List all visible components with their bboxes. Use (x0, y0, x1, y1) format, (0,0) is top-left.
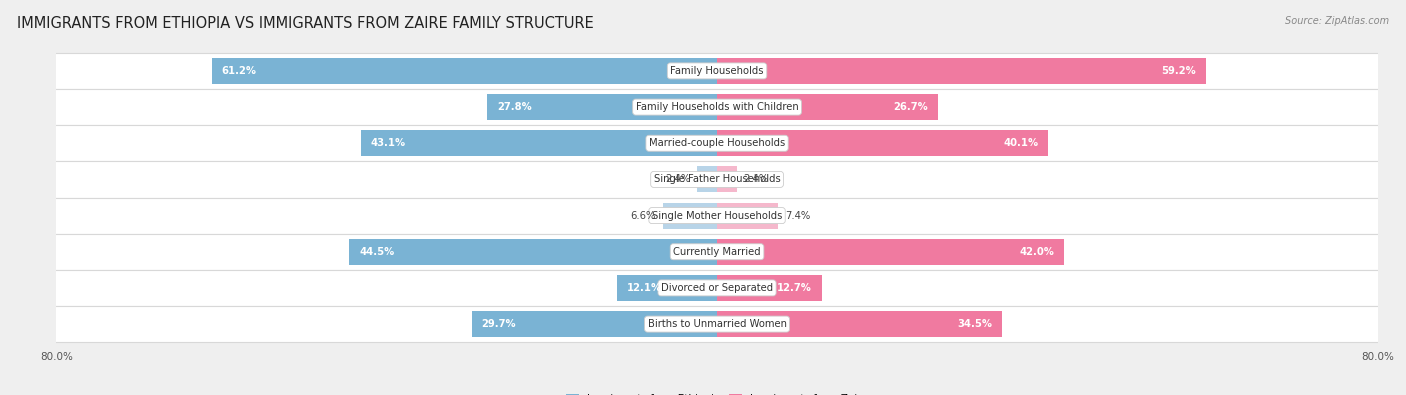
Text: 29.7%: 29.7% (482, 319, 516, 329)
Bar (717, 94, 938, 120)
Text: 42.0%: 42.0% (1019, 247, 1054, 257)
Bar (617, 275, 717, 301)
FancyBboxPatch shape (39, 89, 1395, 125)
Text: Family Households: Family Households (671, 66, 763, 76)
Text: IMMIGRANTS FROM ETHIOPIA VS IMMIGRANTS FROM ZAIRE FAMILY STRUCTURE: IMMIGRANTS FROM ETHIOPIA VS IMMIGRANTS F… (17, 16, 593, 31)
Bar (717, 58, 1206, 84)
Bar (717, 239, 1064, 265)
Bar (488, 94, 717, 120)
FancyBboxPatch shape (39, 125, 1395, 161)
Bar (717, 130, 1049, 156)
FancyBboxPatch shape (39, 198, 1395, 234)
Bar (361, 130, 717, 156)
Text: 34.5%: 34.5% (957, 319, 993, 329)
Text: 26.7%: 26.7% (893, 102, 928, 112)
Text: 43.1%: 43.1% (371, 138, 406, 148)
Bar (350, 239, 717, 265)
Text: 12.1%: 12.1% (627, 283, 662, 293)
Text: Currently Married: Currently Married (673, 247, 761, 257)
Text: 2.4%: 2.4% (665, 175, 690, 184)
Text: Family Households with Children: Family Households with Children (636, 102, 799, 112)
Legend: Immigrants from Ethiopia, Immigrants from Zaire: Immigrants from Ethiopia, Immigrants fro… (562, 390, 872, 395)
Text: Single Father Households: Single Father Households (654, 175, 780, 184)
Text: Divorced or Separated: Divorced or Separated (661, 283, 773, 293)
Bar (717, 275, 823, 301)
FancyBboxPatch shape (39, 270, 1395, 306)
Text: 6.6%: 6.6% (630, 211, 657, 220)
Text: 40.1%: 40.1% (1004, 138, 1039, 148)
Bar (697, 166, 717, 192)
Bar (717, 203, 778, 229)
Text: Source: ZipAtlas.com: Source: ZipAtlas.com (1285, 16, 1389, 26)
Bar (717, 311, 1002, 337)
FancyBboxPatch shape (39, 161, 1395, 198)
Bar (211, 58, 717, 84)
Text: 7.4%: 7.4% (785, 211, 810, 220)
Text: Single Mother Households: Single Mother Households (652, 211, 782, 220)
Bar (717, 166, 737, 192)
Text: 44.5%: 44.5% (360, 247, 395, 257)
Text: 2.4%: 2.4% (744, 175, 769, 184)
Text: 27.8%: 27.8% (498, 102, 531, 112)
FancyBboxPatch shape (39, 306, 1395, 342)
Bar (472, 311, 717, 337)
Bar (662, 203, 717, 229)
Text: 61.2%: 61.2% (222, 66, 256, 76)
Text: 59.2%: 59.2% (1161, 66, 1197, 76)
Text: Births to Unmarried Women: Births to Unmarried Women (648, 319, 786, 329)
Text: Married-couple Households: Married-couple Households (650, 138, 785, 148)
FancyBboxPatch shape (39, 234, 1395, 270)
Text: 12.7%: 12.7% (778, 283, 813, 293)
FancyBboxPatch shape (39, 53, 1395, 89)
